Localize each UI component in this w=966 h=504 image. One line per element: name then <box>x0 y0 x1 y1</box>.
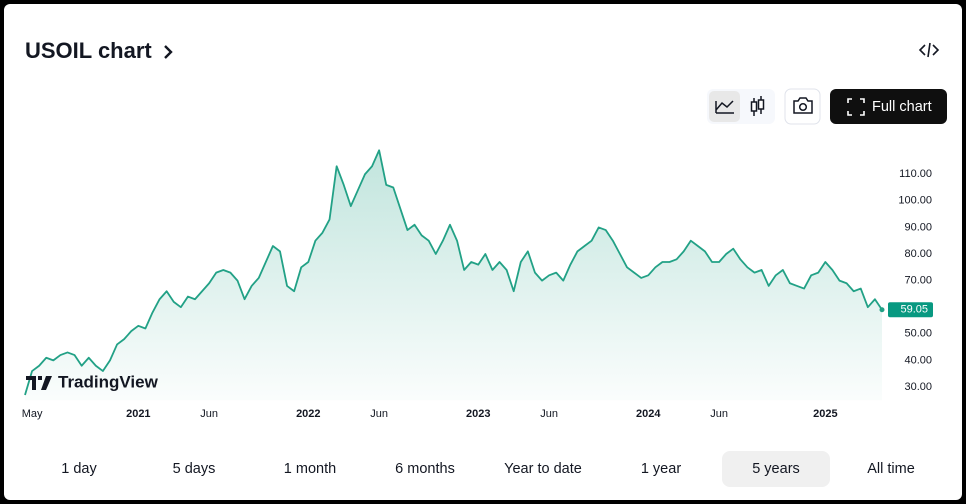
candle-icon <box>750 101 758 112</box>
fullscreen-icon <box>847 98 865 116</box>
x-tick-label: 2022 <box>296 408 320 420</box>
x-tick-label: Jun <box>200 408 218 420</box>
range-label: All time <box>867 461 915 477</box>
range-button[interactable]: 5 days <box>173 461 216 477</box>
range-button[interactable]: 6 months <box>395 461 455 477</box>
range-label: 1 day <box>61 461 97 477</box>
x-tick-label: Jun <box>370 408 388 420</box>
button-bg <box>830 89 947 124</box>
range-button[interactable]: 1 month <box>284 461 336 477</box>
range-button[interactable]: All time <box>867 461 915 477</box>
area <box>25 150 882 401</box>
range-label: 5 years <box>752 461 800 477</box>
chart-title-link[interactable]: USOIL chart <box>25 38 173 63</box>
y-tick-label: 100.00 <box>898 195 932 207</box>
embed-button[interactable] <box>918 42 940 58</box>
x-tick-label: 2023 <box>466 408 490 420</box>
range-button[interactable]: 1 year <box>641 461 681 477</box>
button-label: Full chart <box>872 99 932 115</box>
line-icon <box>715 100 734 114</box>
last-point <box>879 307 885 313</box>
logo <box>26 376 52 390</box>
range-button[interactable]: 5 years <box>722 451 830 487</box>
snapshot-button[interactable] <box>784 88 821 125</box>
x-tick-label: May <box>22 408 43 420</box>
range-button[interactable]: Year to date <box>504 461 582 477</box>
card <box>4 4 962 500</box>
candle-style-button[interactable] <box>750 96 765 116</box>
y-tick-label: 90.00 <box>904 221 932 233</box>
line-style-button[interactable] <box>709 91 740 122</box>
y-tick-label: 110.00 <box>899 168 932 180</box>
last-value-label: 59.05 <box>900 304 928 316</box>
button-bg <box>722 451 830 487</box>
range-bar: 1 day 5 days 1 month 6 months Year to date 1 … <box>61 451 915 487</box>
button-bg <box>784 88 821 125</box>
button-bg <box>709 91 740 122</box>
camera-icon <box>793 97 813 114</box>
logo-text: TradingView <box>58 372 159 391</box>
range-label: 1 month <box>284 461 336 477</box>
range-label: Year to date <box>504 461 582 477</box>
y-tick-label: 50.00 <box>904 328 932 340</box>
price-line <box>24 149 883 396</box>
y-tick-label: 30.00 <box>904 381 932 393</box>
chart-title: USOIL chart <box>25 38 152 63</box>
full-chart-button[interactable]: Full chart <box>830 89 947 124</box>
x-tick-label: 2024 <box>636 408 661 420</box>
plot: 30.0040.0050.0060.0070.0080.0090.00100.0… <box>22 149 933 420</box>
range-label: 6 months <box>395 461 455 477</box>
range-label: 5 days <box>173 461 216 477</box>
x-tick-label: 2021 <box>126 408 150 420</box>
y-tick-label: 70.00 <box>904 275 932 287</box>
range-label: 1 year <box>641 461 681 477</box>
range-button[interactable]: 1 day <box>61 461 97 477</box>
y-tick-label: 40.00 <box>904 354 932 366</box>
x-tick-label: Jun <box>540 408 558 420</box>
x-tick-label: 2025 <box>813 408 837 420</box>
code-icon <box>918 42 940 58</box>
x-tick-label: Jun <box>710 408 728 420</box>
chevron-icon <box>164 45 173 59</box>
camera-icon <box>798 102 808 112</box>
candle-icon <box>757 99 765 110</box>
watermark: TradingView <box>26 372 159 391</box>
last-value-box <box>888 302 933 318</box>
y-tick-label: 80.00 <box>904 248 932 260</box>
